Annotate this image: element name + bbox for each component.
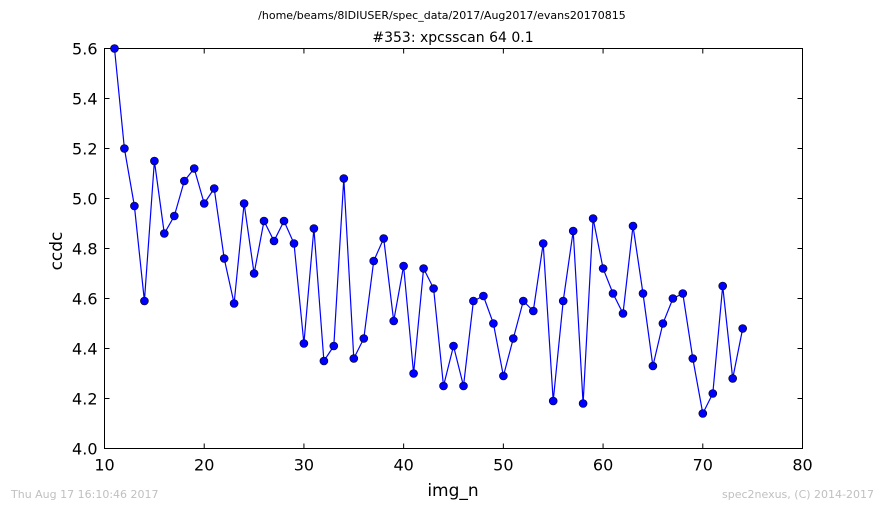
chart-title: #353: xpcsscan 64 0.1 bbox=[372, 30, 534, 46]
data-point bbox=[648, 361, 658, 371]
y-tick-label: 4.8 bbox=[72, 240, 97, 259]
data-point bbox=[728, 374, 738, 383]
data-point bbox=[329, 341, 339, 351]
data-point bbox=[558, 296, 568, 306]
data-point bbox=[319, 356, 329, 366]
data-point bbox=[588, 214, 598, 223]
data-point bbox=[568, 226, 578, 236]
data-point bbox=[658, 319, 668, 328]
data-point bbox=[170, 211, 179, 221]
data-point bbox=[578, 399, 588, 408]
footer-credit: spec2nexus, (C) 2014-2017 bbox=[722, 488, 874, 501]
data-point bbox=[249, 269, 259, 278]
data-point bbox=[638, 289, 648, 298]
data-point bbox=[180, 176, 189, 186]
y-tick-label: 4.0 bbox=[72, 440, 97, 459]
data-point bbox=[389, 316, 399, 326]
data-point bbox=[239, 199, 249, 208]
series-line bbox=[113, 48, 744, 416]
data-point bbox=[189, 164, 199, 173]
data-point bbox=[688, 354, 698, 363]
data-point bbox=[130, 201, 139, 211]
plot-frame bbox=[104, 48, 803, 449]
data-point bbox=[279, 216, 289, 226]
data-point bbox=[439, 381, 448, 391]
data-point bbox=[718, 281, 728, 291]
data-point bbox=[459, 381, 468, 391]
data-point bbox=[110, 44, 119, 53]
x-tick-label: 30 bbox=[294, 456, 314, 475]
y-tick-label: 5.4 bbox=[72, 90, 97, 109]
x-tick-label: 80 bbox=[792, 456, 812, 475]
data-point bbox=[399, 261, 408, 271]
x-tick-label: 20 bbox=[194, 456, 214, 475]
y-tick-labels: 4.0 4.2 4.4 4.6 4.8 5.0 5.2 5.4 5.6 bbox=[72, 40, 97, 459]
x-tick-label: 40 bbox=[393, 456, 413, 475]
x-tick-label: 60 bbox=[593, 456, 613, 475]
data-point bbox=[369, 256, 379, 266]
data-point bbox=[120, 144, 129, 153]
data-point bbox=[668, 294, 678, 303]
data-point bbox=[150, 156, 159, 166]
data-point bbox=[409, 369, 418, 378]
data-point bbox=[449, 341, 458, 351]
y-tick-label: 5.6 bbox=[72, 40, 97, 59]
data-point bbox=[229, 299, 239, 308]
data-point bbox=[219, 254, 229, 263]
data-point bbox=[289, 239, 299, 248]
data-point bbox=[160, 229, 169, 238]
data-point bbox=[508, 334, 518, 343]
data-point bbox=[259, 216, 269, 226]
data-point bbox=[299, 339, 309, 348]
y-tick-label: 4.2 bbox=[72, 390, 97, 409]
y-tick-label: 4.6 bbox=[72, 290, 97, 309]
data-point bbox=[269, 236, 279, 246]
data-point bbox=[499, 371, 508, 381]
data-point bbox=[209, 184, 219, 193]
data-point bbox=[538, 239, 548, 248]
data-point bbox=[359, 334, 369, 343]
axis-ticks bbox=[104, 48, 803, 449]
x-tick-label: 50 bbox=[493, 456, 513, 475]
y-axis-label: ccdc bbox=[47, 232, 67, 271]
data-point bbox=[419, 264, 428, 273]
data-point bbox=[518, 296, 528, 306]
data-point bbox=[598, 264, 608, 273]
y-tick-label: 5.0 bbox=[72, 190, 97, 209]
data-point bbox=[309, 224, 319, 233]
data-point bbox=[339, 174, 349, 183]
x-tick-label: 70 bbox=[693, 456, 713, 475]
data-point bbox=[738, 324, 748, 333]
series-markers bbox=[110, 44, 748, 418]
data-point bbox=[349, 354, 359, 363]
data-point bbox=[608, 289, 618, 298]
data-point bbox=[618, 309, 628, 318]
y-tick-label: 4.4 bbox=[72, 340, 97, 359]
data-point bbox=[469, 296, 478, 306]
x-axis-label: img_n bbox=[427, 481, 478, 501]
data-point bbox=[698, 409, 708, 418]
data-point bbox=[199, 199, 209, 208]
data-point bbox=[708, 389, 718, 398]
data-point bbox=[379, 234, 389, 243]
figure-suptitle: /home/beams/8IDIUSER/spec_data/2017/Aug2… bbox=[258, 9, 626, 22]
footer-timestamp: Thu Aug 17 16:10:46 2017 bbox=[11, 488, 159, 501]
data-point bbox=[479, 291, 488, 301]
plot-area bbox=[110, 44, 748, 418]
x-tick-labels: 10 20 30 40 50 60 70 80 bbox=[94, 456, 812, 475]
x-tick-label: 10 bbox=[94, 456, 114, 475]
data-point bbox=[528, 306, 538, 316]
data-point bbox=[678, 289, 688, 298]
data-point bbox=[628, 221, 638, 231]
y-tick-label: 5.2 bbox=[72, 140, 97, 159]
data-point bbox=[548, 396, 558, 406]
data-point bbox=[140, 296, 149, 306]
data-point bbox=[489, 319, 498, 328]
data-point bbox=[429, 284, 438, 293]
